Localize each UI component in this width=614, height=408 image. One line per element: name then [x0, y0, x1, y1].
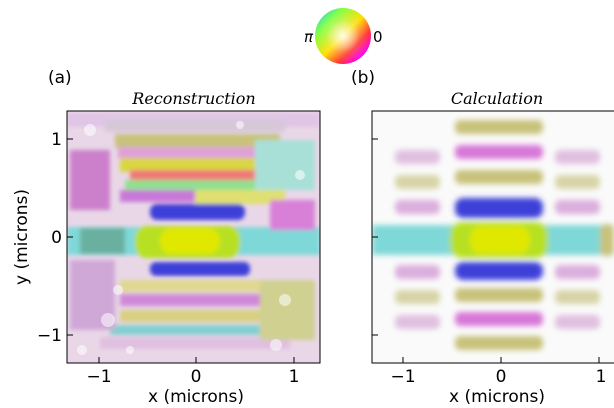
panel-a-xtick-0: 0: [191, 367, 202, 387]
panel-a-ytick-1: 1: [51, 130, 62, 150]
panel-b-letter: (b): [351, 68, 375, 88]
panel-a-xtick-neg1: −1: [86, 367, 111, 387]
panel-b-xtick-0: 0: [496, 367, 507, 387]
panel-a-ytick-0: 0: [51, 228, 62, 248]
panel-a-xlabel: x (microns): [148, 387, 244, 407]
colorwheel-zero-label: 0: [373, 28, 383, 46]
panel-a-xtick-1: 1: [289, 367, 300, 387]
panel-b: (b) Calculation: [351, 68, 614, 407]
phase-colorwheel: π 0: [304, 8, 383, 64]
panel-b-image: [372, 111, 614, 363]
colorwheel-pi-label: π: [304, 28, 314, 46]
panel-b-xtick-neg1: −1: [390, 367, 415, 387]
panel-a-title: Reconstruction: [131, 89, 255, 108]
panel-b-xtick-1: 1: [596, 367, 607, 387]
panel-a-ylabel: y (microns): [12, 189, 32, 285]
panel-a: (a) Reconstruction: [12, 68, 321, 407]
panel-a-letter: (a): [48, 68, 72, 88]
panel-b-xlabel: x (microns): [449, 387, 545, 407]
panel-a-ytick-neg1: −1: [37, 326, 62, 346]
panel-b-title: Calculation: [451, 89, 543, 108]
panel-a-image: [67, 111, 320, 363]
